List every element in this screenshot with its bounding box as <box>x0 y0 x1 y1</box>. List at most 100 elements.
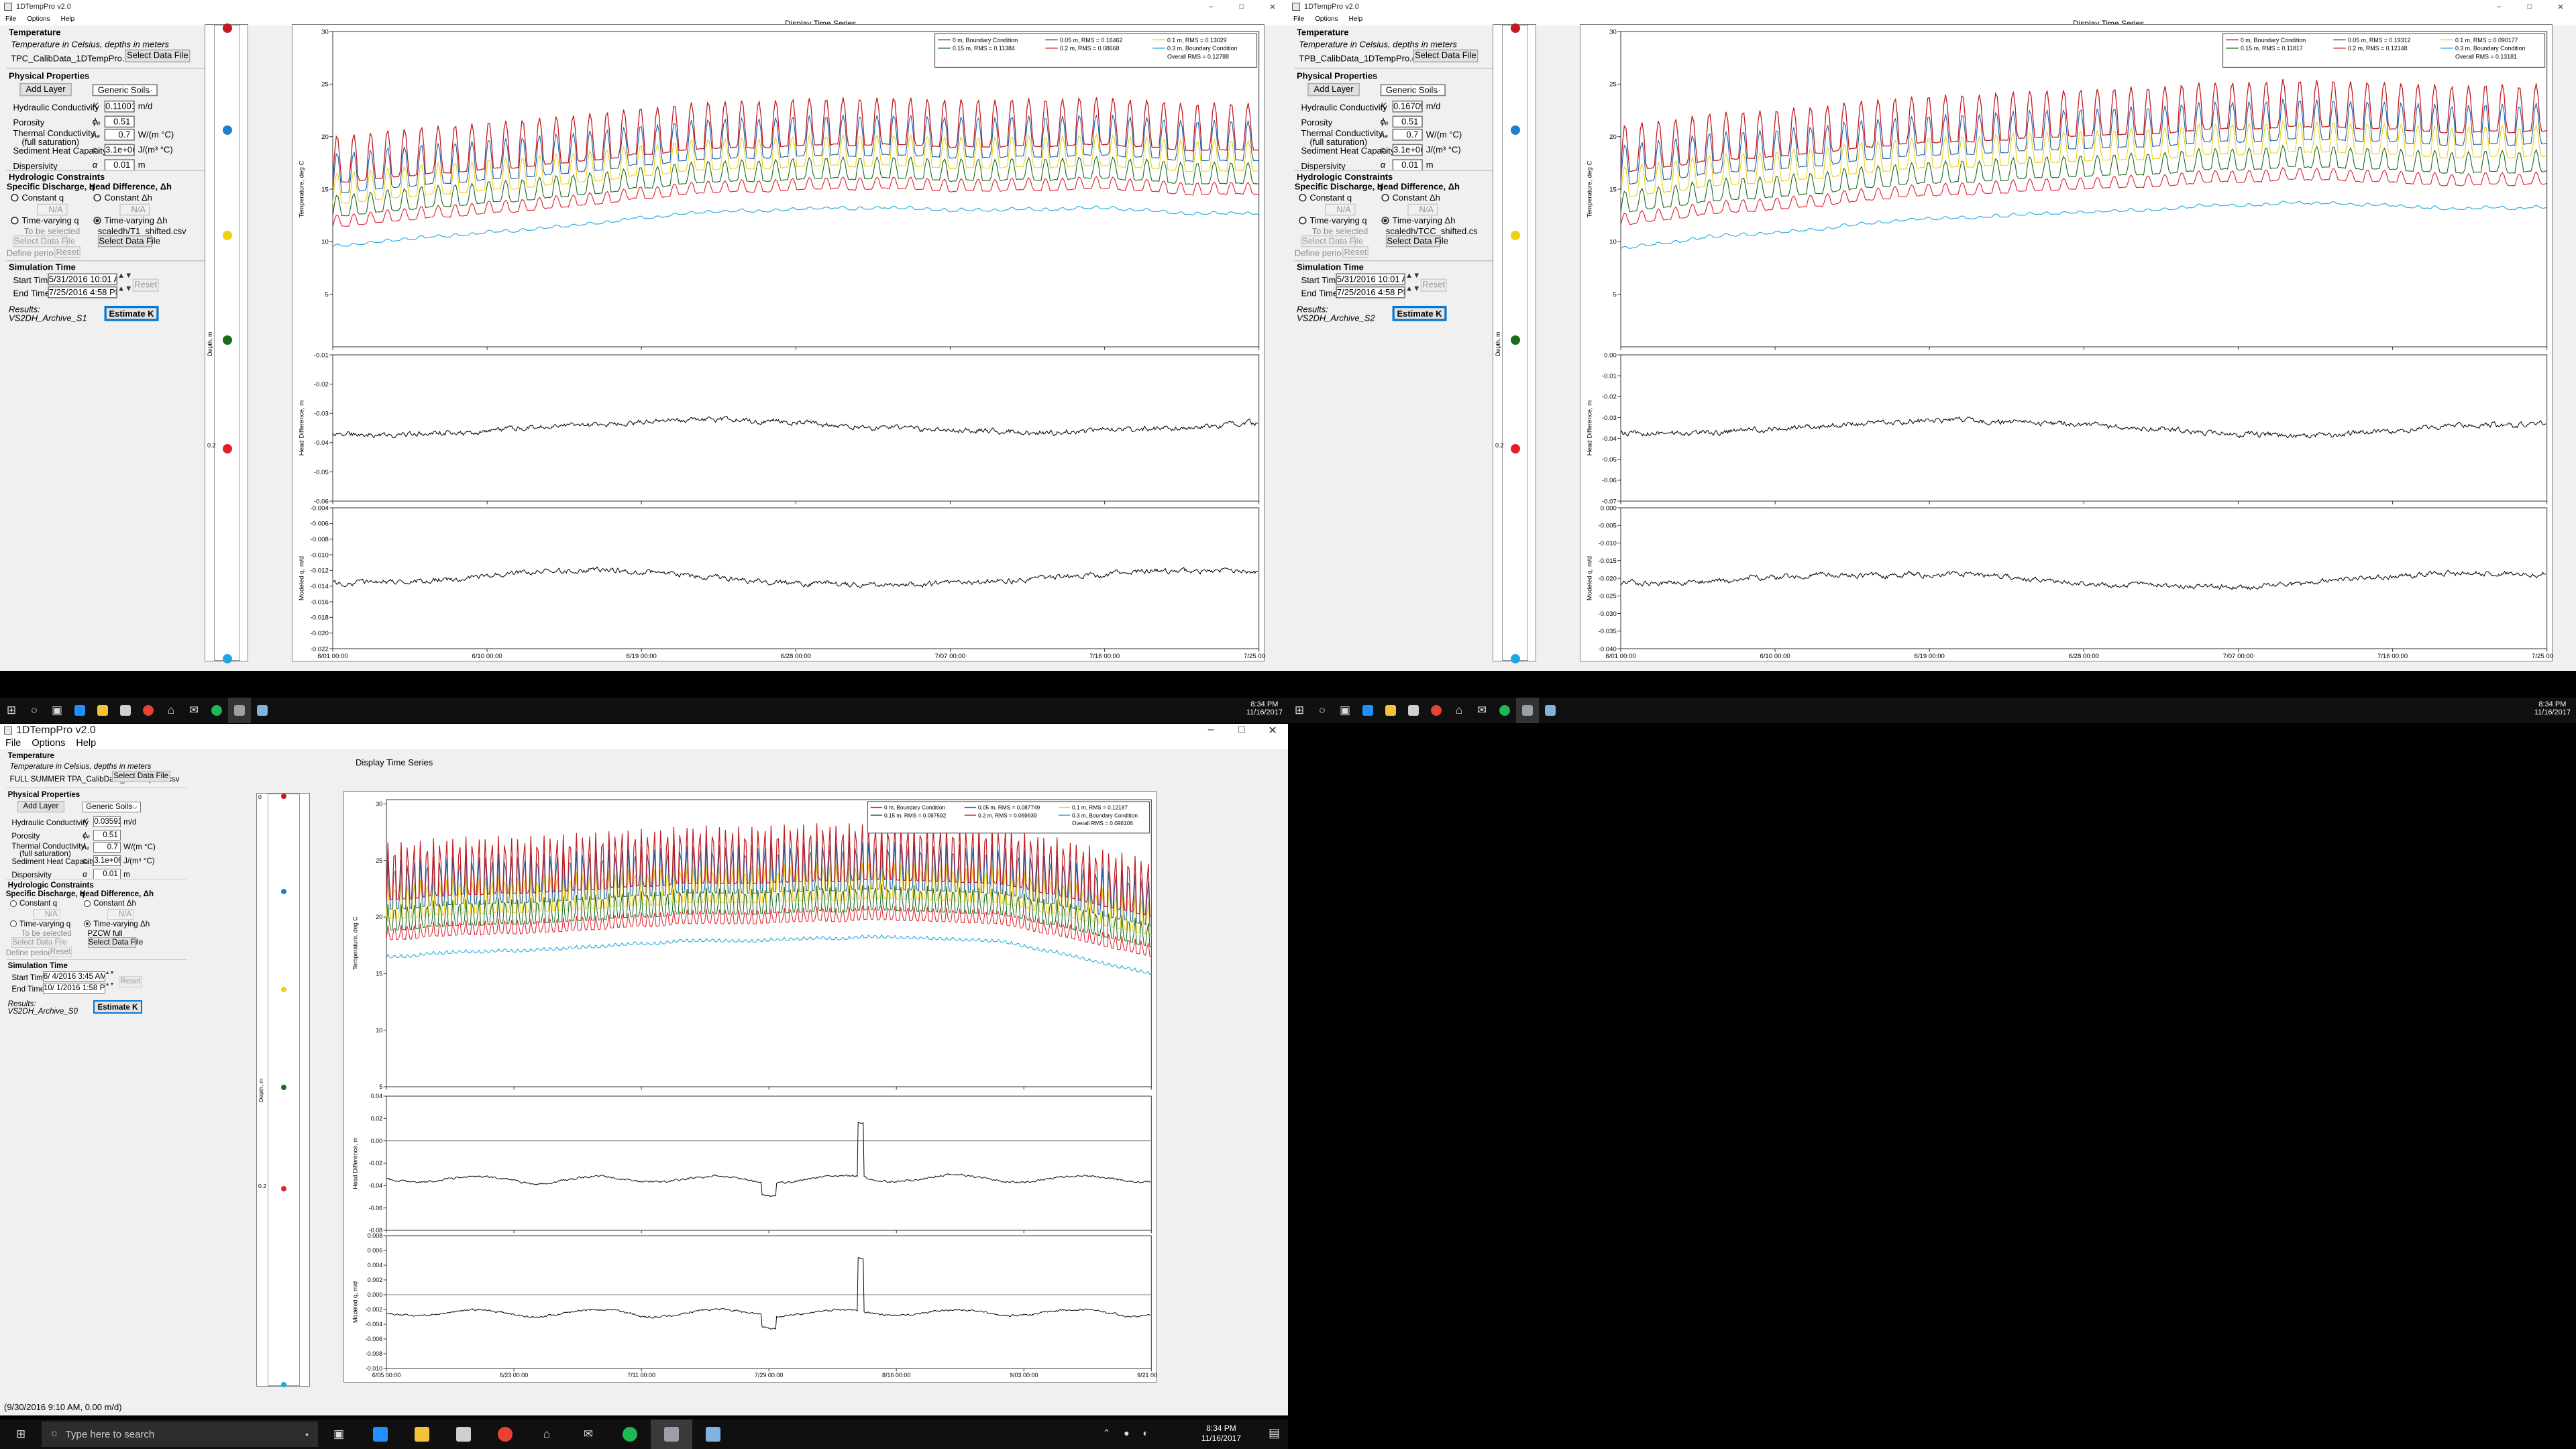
add-layer-button[interactable]: Add Layer <box>19 83 72 97</box>
windows-icon[interactable]: ⊞ <box>15 1428 26 1440</box>
estimate-k-button[interactable]: Estimate K <box>1392 305 1447 321</box>
soil-select[interactable]: Generic Soils <box>92 84 158 97</box>
constant-q-radio[interactable] <box>11 194 19 202</box>
time-varying-dh-radio[interactable] <box>1381 217 1389 225</box>
hydraulic-conductivity-input[interactable]: 0.11001 <box>104 100 135 113</box>
windows-icon[interactable]: ⊞ <box>6 704 17 716</box>
app-chart-icon[interactable] <box>651 1419 692 1449</box>
porosity-input[interactable]: 0.51 <box>104 115 135 128</box>
menu-help[interactable]: Help <box>76 738 97 749</box>
store-icon[interactable] <box>114 698 137 723</box>
select-dh-file-button[interactable]: Select Data File <box>97 235 160 248</box>
select-temperature-file-button[interactable]: Select Data File <box>125 49 191 63</box>
end-time-input[interactable]: 7/25/2016 4:58 PM <box>1336 286 1405 299</box>
soil-select[interactable]: Generic Soils <box>1380 84 1446 97</box>
menu-options[interactable]: Options <box>27 15 50 23</box>
store-icon[interactable] <box>1402 698 1425 723</box>
microphone-icon[interactable]: • <box>305 1429 309 1440</box>
constant-dh-radio[interactable] <box>83 900 91 907</box>
thermal-conductivity-input[interactable]: 0.7 <box>104 128 135 141</box>
end-time-spinner[interactable]: ▲▼ <box>1405 285 1421 293</box>
file-explorer-icon[interactable] <box>91 698 114 723</box>
spotify-icon[interactable] <box>609 1419 651 1449</box>
constant-q-radio[interactable] <box>9 900 17 907</box>
menu-help[interactable]: Help <box>60 15 75 23</box>
chrome-icon[interactable] <box>1425 698 1448 723</box>
select-dh-file-button[interactable]: Select Data File <box>1385 235 1448 248</box>
thermal-conductivity-input[interactable]: 0.7 <box>1392 128 1423 141</box>
app-chart-icon[interactable] <box>228 698 251 723</box>
constant-q-radio[interactable] <box>1299 194 1307 202</box>
start-time-spinner[interactable]: ▲▼ <box>105 970 115 975</box>
windows-icon[interactable]: ⊞ <box>1294 704 1305 716</box>
porosity-input[interactable]: 0.51 <box>1392 115 1423 128</box>
menu-options[interactable]: Options <box>32 738 66 749</box>
notification-icon[interactable]: ▤ <box>1268 1426 1280 1440</box>
file-explorer-icon[interactable] <box>401 1419 443 1449</box>
mail-icon[interactable]: ✉ <box>189 704 199 716</box>
hydraulic-conductivity-input[interactable]: 0.16709 <box>1392 100 1423 113</box>
minimize-button[interactable]: – <box>1208 724 1214 735</box>
menu-file[interactable]: File <box>1293 15 1305 23</box>
hydraulic-conductivity-input[interactable]: 0.035917 <box>93 816 121 827</box>
spotify-icon[interactable] <box>205 698 228 723</box>
constant-dh-radio[interactable] <box>93 194 101 202</box>
mail-icon[interactable]: ✉ <box>1477 704 1487 716</box>
soil-select[interactable]: Generic Soils <box>83 802 142 813</box>
heat-capacity-input[interactable]: 3.1e+06 <box>93 855 121 866</box>
edge-icon[interactable] <box>360 1419 401 1449</box>
minimize-button[interactable]: – <box>2496 2 2502 11</box>
time-varying-dh-radio[interactable] <box>93 217 101 225</box>
time-varying-q-radio[interactable] <box>11 217 19 225</box>
close-button[interactable]: ✕ <box>1268 725 1277 737</box>
home-icon[interactable]: ⌂ <box>543 1428 551 1440</box>
menu-file[interactable]: File <box>5 15 17 23</box>
heat-capacity-input[interactable]: 3.1e+06 <box>104 144 135 156</box>
select-dh-file-button[interactable]: Select Data File <box>87 936 144 948</box>
start-time-input[interactable]: 5/31/2016 10:01 AM <box>48 273 117 286</box>
home-icon[interactable]: ⌂ <box>167 704 175 716</box>
system-tray[interactable]: ⌃ ● ◐ <box>1102 1428 1154 1438</box>
clock[interactable]: 8:34 PM 11/16/2017 <box>1246 700 1283 716</box>
edge-icon[interactable] <box>1356 698 1379 723</box>
spotify-icon[interactable] <box>1493 698 1516 723</box>
close-button[interactable]: ✕ <box>1269 3 1276 11</box>
app-doc-icon[interactable] <box>251 698 274 723</box>
end-time-spinner[interactable]: ▲▼ <box>117 285 133 293</box>
add-layer-button[interactable]: Add Layer <box>17 800 64 813</box>
home-icon[interactable]: ⌂ <box>1455 704 1463 716</box>
dispersivity-input[interactable]: 0.01 <box>1392 159 1423 172</box>
time-varying-dh-radio[interactable] <box>83 920 91 928</box>
end-time-spinner[interactable]: ▲▼ <box>105 982 115 987</box>
cortana-icon[interactable]: ○ <box>1318 704 1326 716</box>
clock[interactable]: 8:34 PM 11/16/2017 <box>2534 700 2571 716</box>
start-time-spinner[interactable]: ▲▼ <box>117 272 133 280</box>
constant-dh-radio[interactable] <box>1381 194 1389 202</box>
thermal-conductivity-input[interactable]: 0.7 <box>93 841 121 853</box>
menu-file[interactable]: File <box>5 738 21 749</box>
menu-help[interactable]: Help <box>1348 15 1363 23</box>
start-time-spinner[interactable]: ▲▼ <box>1405 272 1421 280</box>
cortana-icon[interactable]: ○ <box>30 704 38 716</box>
clock[interactable]: 8:34 PM 11/16/2017 <box>1201 1424 1241 1444</box>
time-varying-q-radio[interactable] <box>9 920 17 928</box>
chrome-icon[interactable] <box>484 1419 526 1449</box>
file-explorer-icon[interactable] <box>1379 698 1402 723</box>
dispersivity-input[interactable]: 0.01 <box>104 159 135 172</box>
select-temperature-file-button[interactable]: Select Data File <box>111 770 170 783</box>
estimate-k-button[interactable]: Estimate K <box>93 1000 142 1014</box>
heat-capacity-input[interactable]: 3.1e+06 <box>1392 144 1423 156</box>
select-temperature-file-button[interactable]: Select Data File <box>1413 49 1479 63</box>
task-view-icon[interactable]: ▣ <box>1339 704 1351 716</box>
minimize-button[interactable]: – <box>1208 2 1214 11</box>
task-view-icon[interactable]: ▣ <box>51 704 63 716</box>
app-doc-icon[interactable] <box>692 1419 734 1449</box>
time-varying-q-radio[interactable] <box>1299 217 1307 225</box>
maximize-button[interactable]: □ <box>2527 2 2532 11</box>
chrome-icon[interactable] <box>137 698 160 723</box>
menu-options[interactable]: Options <box>1315 15 1338 23</box>
edge-icon[interactable] <box>68 698 91 723</box>
maximize-button[interactable]: □ <box>1238 724 1245 735</box>
app-doc-icon[interactable] <box>1539 698 1562 723</box>
store-icon[interactable] <box>443 1419 484 1449</box>
